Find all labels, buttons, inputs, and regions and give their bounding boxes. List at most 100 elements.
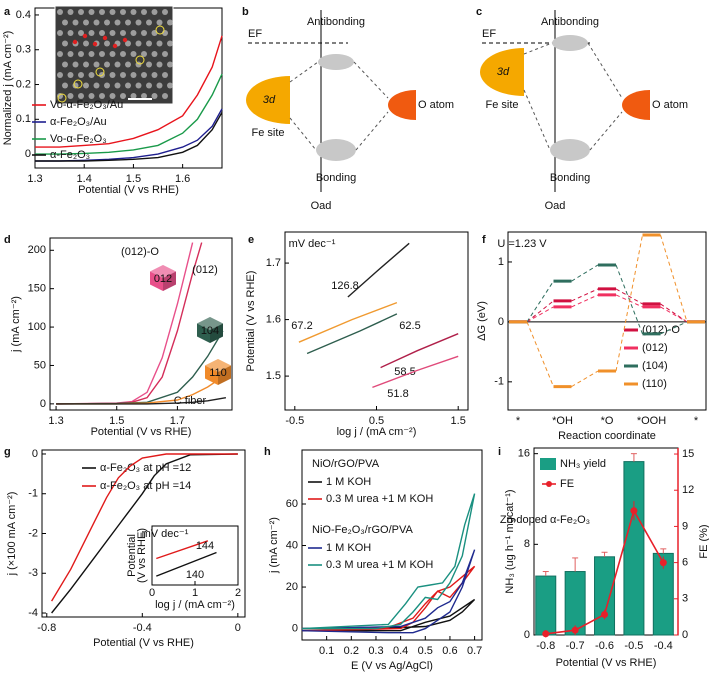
x-axis-label: E (V vs Ag/AgCl) xyxy=(351,660,433,672)
lattice-atom xyxy=(114,82,121,89)
metal-orbital xyxy=(246,76,290,124)
x-tick-label: *OOH xyxy=(637,415,666,427)
y-axis-label: NH₃ (ug h⁻¹ mgcat⁻¹) xyxy=(504,489,516,593)
lattice-atom xyxy=(130,30,137,36)
orbital-connector xyxy=(289,117,317,151)
lattice-atom xyxy=(83,61,89,68)
x-tick-label: 1.5 xyxy=(451,415,466,427)
legend-label: α-Fe₂O₃/Au xyxy=(50,116,107,128)
x-tick-label: 0.6 xyxy=(442,645,457,657)
legend-label: 0.3 M urea +1 M KOH xyxy=(326,559,433,571)
lattice-atom xyxy=(120,30,126,36)
panel-label: i xyxy=(498,446,501,458)
legend-label: 0.3 M urea +1 M KOH xyxy=(326,493,433,505)
lattice-atom xyxy=(162,51,168,57)
x-tick-label: 0.3 xyxy=(368,645,383,657)
y2-tick-label: 6 xyxy=(682,557,688,569)
x-tick-label: 1.5 xyxy=(126,173,141,185)
x-tick-label: 0.5 xyxy=(369,415,384,427)
annotation: 012 xyxy=(154,273,172,285)
y-tick-label: -4 xyxy=(28,607,38,619)
series-label: 126.8 xyxy=(331,280,359,292)
point xyxy=(601,610,609,618)
axis-label: Oad xyxy=(311,200,332,212)
orbital-connector xyxy=(523,89,551,151)
lattice-atom xyxy=(125,40,131,47)
x-tick-label: 1.3 xyxy=(27,173,42,185)
y-axis-label: (V vs RHE) xyxy=(136,528,148,583)
fermi-label: EF xyxy=(482,28,496,40)
legend-label: 1 M KOH xyxy=(326,476,371,488)
lattice-atom xyxy=(151,9,158,15)
cube-shade xyxy=(218,365,231,385)
legend-swatch xyxy=(540,458,556,470)
metal-label: Fe site xyxy=(485,99,518,111)
connector xyxy=(526,321,554,387)
panel-label: g xyxy=(4,446,11,458)
annotation: mV dec⁻¹ xyxy=(289,238,336,250)
lattice-atom xyxy=(78,9,84,15)
series-label: C fiber xyxy=(174,395,207,407)
antibonding-state xyxy=(552,35,588,51)
y-axis-label: Normalized j (mA cm⁻²) xyxy=(2,31,14,146)
data-line xyxy=(35,111,223,162)
x-axis-label: log j / (mA cm⁻²) xyxy=(155,599,235,611)
x-tick-label: 0.5 xyxy=(418,645,433,657)
lattice-atom xyxy=(104,19,110,26)
atom-marker xyxy=(92,41,98,47)
legend-label: α-Fe₂O₃ xyxy=(50,149,90,161)
lattice-atom xyxy=(62,82,68,89)
lattice-atom xyxy=(167,19,173,26)
x-tick-label: -0.8 xyxy=(536,640,555,652)
data-line xyxy=(306,313,398,355)
cube-face xyxy=(163,271,176,291)
panel-label: c xyxy=(476,6,482,18)
y-tick-label: 1.7 xyxy=(266,257,281,269)
data-line xyxy=(50,453,238,602)
lattice-atom xyxy=(104,61,110,68)
y-tick-label: 0 xyxy=(524,629,530,641)
ligand-orbital xyxy=(388,90,416,120)
y-axis-label: j (mA cm⁻²) xyxy=(10,296,22,353)
lattice-atom xyxy=(104,82,110,89)
x-axis-label: Potential (V vs RHE) xyxy=(93,637,194,649)
y-tick-label: 0 xyxy=(40,398,46,410)
panel-label: h xyxy=(264,446,271,458)
data-line xyxy=(35,35,223,148)
vacancy-marker xyxy=(95,67,105,77)
y-axis-label: ΔG (eV) xyxy=(476,301,488,341)
series-label: 51.8 xyxy=(387,388,408,400)
data-line xyxy=(56,242,203,405)
lattice-atom xyxy=(83,82,89,89)
bonding-state xyxy=(316,139,356,161)
antibonding-label: Antibonding xyxy=(307,16,365,28)
lattice-atom xyxy=(57,9,63,15)
series-label: 104 xyxy=(201,325,219,337)
point xyxy=(659,559,667,567)
lattice-atom xyxy=(99,30,105,36)
panel-label: e xyxy=(248,234,254,246)
cube-shade xyxy=(210,323,223,343)
lattice-atom xyxy=(120,93,126,99)
lattice-atom xyxy=(130,9,137,15)
y-tick-label: 8 xyxy=(524,538,530,550)
lattice-atom xyxy=(104,40,110,47)
lattice-atom xyxy=(151,72,158,78)
x-axis-label: log j / (mA cm⁻²) xyxy=(337,426,417,438)
x-tick-label: 1.6 xyxy=(175,173,190,185)
connector xyxy=(571,264,599,282)
vacancy-marker xyxy=(155,25,165,35)
data-line xyxy=(380,333,459,369)
y-tick-label: 40 xyxy=(286,539,298,551)
legend-label: FE xyxy=(560,478,574,490)
legend-label: α-Fe₂O₃ at pH =14 xyxy=(100,480,191,492)
x-tick-label: -0.6 xyxy=(595,640,614,652)
annotation: Zn-doped α-Fe₂O₃ xyxy=(500,514,590,526)
lattice-atom xyxy=(57,51,63,57)
y-tick-label: -2 xyxy=(28,527,38,539)
lattice-atom xyxy=(120,51,126,57)
legend-group-title: NiO/rGO/PVA xyxy=(312,458,380,470)
legend-label: α-Fe₂O₃ at pH =12 xyxy=(100,462,191,474)
legend-label: Vo-α-Fe₂O₃/Au xyxy=(50,99,123,111)
